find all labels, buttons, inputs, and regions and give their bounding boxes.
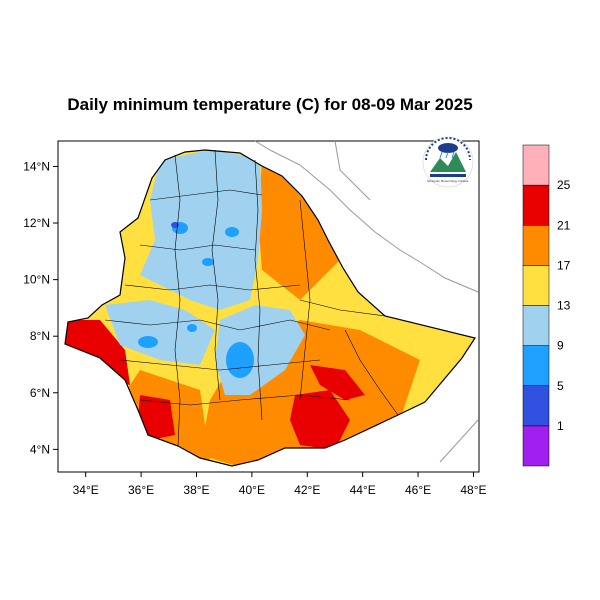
x-tick-label: 36°E [128,483,154,497]
x-tick-label: 40°E [239,483,265,497]
x-tick-label: 38°E [183,483,209,497]
x-tick-label: 48°E [460,483,486,497]
x-tick-label: 42°E [294,483,320,497]
x-tick-label: 44°E [350,483,376,497]
legend-label: 13 [557,299,571,313]
temperature-field [65,150,475,466]
y-tick-label: 14°N [23,159,50,173]
y-axis: 4°N 6°N 8°N 10°N 12°N 14°N [23,159,58,456]
legend-label: 17 [557,258,571,272]
legend-label: 1 [557,419,564,433]
map-title: Daily minimum temperature (C) for 08-09 … [67,95,473,114]
legend-swatch [522,225,550,266]
legend-swatch [522,345,550,386]
legend-label: 5 [557,379,564,393]
color-legend: 1 5 9 13 17 21 25 [522,144,571,467]
legend-swatch [522,425,550,467]
logo-text: Ethiopian Meteorology Institute [427,179,469,183]
y-tick-label: 4°N [30,442,50,456]
legend-label: 21 [557,218,571,232]
plot-frame [57,140,480,473]
legend-label: 25 [557,178,571,192]
legend-swatch [522,184,550,226]
legend-swatch [522,305,550,346]
ethiopian-meteorology-logo: Ethiopian Meteorology Institute [422,136,474,188]
legend-swatch [522,144,550,186]
x-tick-label: 46°E [405,483,431,497]
y-tick-label: 10°N [23,273,50,287]
legend-label: 9 [557,339,564,353]
y-tick-label: 8°N [30,329,50,343]
x-tick-label: 34°E [73,483,99,497]
legend-swatch [522,385,550,427]
neighbour-borders [254,140,479,463]
country-outline [64,149,476,467]
admin-boundaries [104,149,399,447]
y-tick-label: 6°N [30,386,50,400]
legend-swatch [522,265,550,306]
y-tick-label: 12°N [23,216,50,230]
x-axis: 34°E 36°E 38°E 40°E 42°E 44°E 46°E 48°E [73,472,487,497]
